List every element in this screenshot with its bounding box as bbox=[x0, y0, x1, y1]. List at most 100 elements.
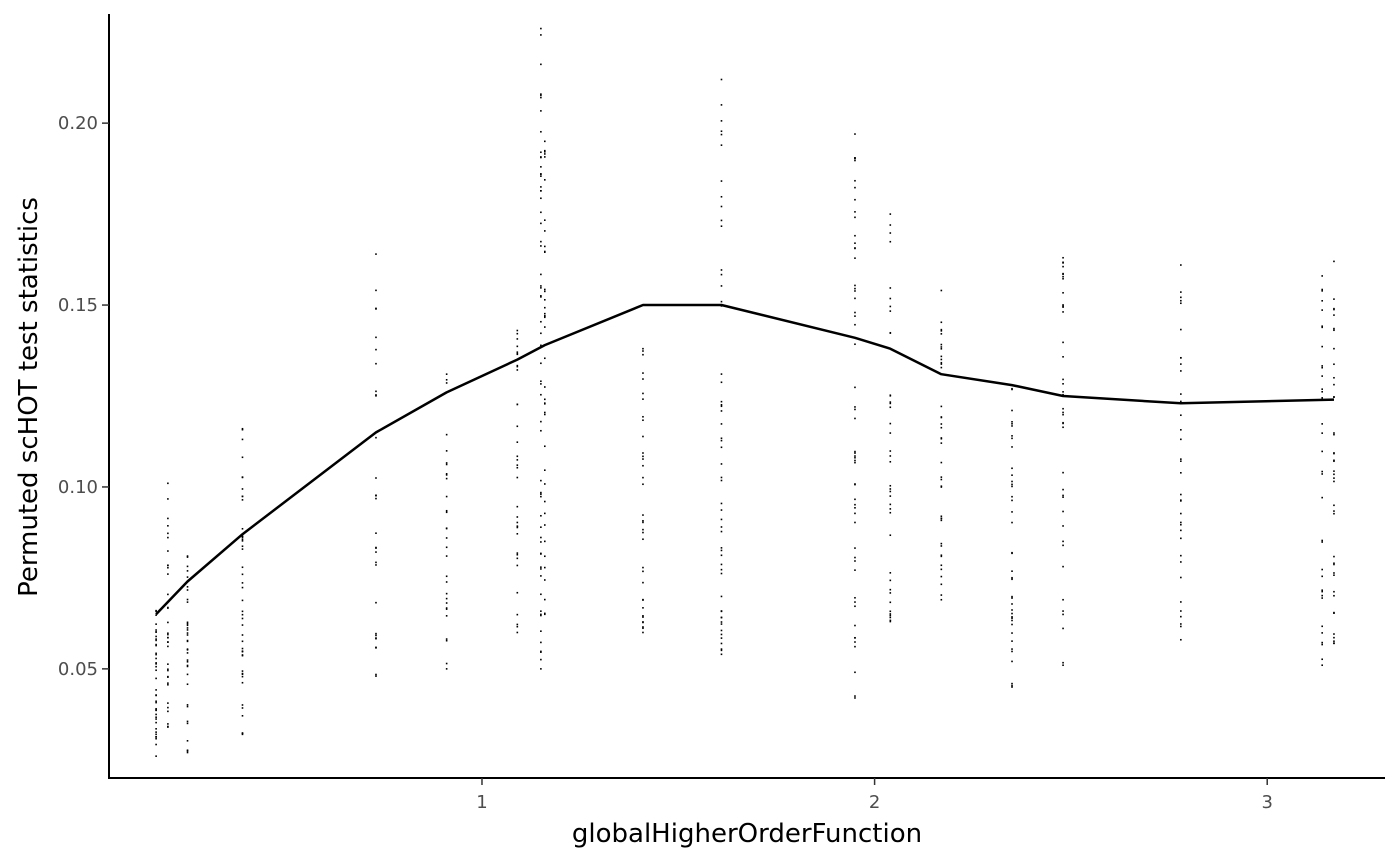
data-point bbox=[854, 560, 856, 562]
data-point bbox=[375, 634, 377, 637]
data-point bbox=[1333, 470, 1335, 472]
data-point bbox=[1062, 356, 1064, 358]
data-point bbox=[241, 672, 244, 675]
data-point bbox=[642, 464, 644, 467]
data-point bbox=[1321, 594, 1323, 597]
data-point bbox=[544, 566, 546, 569]
data-point bbox=[1011, 660, 1013, 663]
data-point bbox=[720, 648, 723, 650]
data-point bbox=[167, 682, 169, 684]
data-point bbox=[445, 639, 448, 642]
data-point bbox=[516, 552, 519, 554]
data-point bbox=[889, 422, 892, 425]
data-point bbox=[1333, 298, 1335, 300]
data-point bbox=[516, 526, 519, 529]
data-point bbox=[241, 670, 244, 672]
data-point bbox=[186, 660, 189, 663]
data-point bbox=[1062, 613, 1064, 616]
data-point bbox=[940, 348, 943, 350]
data-point bbox=[167, 669, 169, 672]
data-point bbox=[155, 707, 157, 710]
data-point bbox=[540, 651, 542, 653]
data-point bbox=[167, 668, 169, 671]
data-point bbox=[1333, 633, 1335, 635]
data-point bbox=[540, 110, 542, 112]
data-point bbox=[540, 420, 542, 423]
data-point bbox=[1321, 625, 1323, 628]
points-layer bbox=[155, 27, 1335, 757]
data-point bbox=[241, 538, 244, 541]
data-point bbox=[445, 474, 448, 476]
data-point bbox=[1180, 299, 1182, 302]
data-point bbox=[1062, 407, 1064, 410]
data-point bbox=[642, 455, 644, 458]
data-point bbox=[1333, 308, 1335, 311]
data-point bbox=[445, 597, 448, 600]
data-point bbox=[241, 536, 244, 539]
data-point bbox=[889, 534, 892, 537]
data-point bbox=[186, 659, 189, 661]
data-point bbox=[1062, 311, 1064, 313]
data-point bbox=[854, 179, 856, 182]
data-point bbox=[1333, 642, 1335, 644]
data-point bbox=[854, 216, 856, 219]
data-point bbox=[1011, 570, 1013, 572]
data-point bbox=[241, 681, 244, 684]
data-point bbox=[1333, 555, 1335, 558]
data-point bbox=[642, 458, 644, 460]
data-point bbox=[445, 608, 448, 610]
data-point bbox=[1333, 396, 1335, 398]
data-point bbox=[854, 641, 856, 643]
data-point bbox=[854, 198, 856, 201]
data-point bbox=[167, 683, 169, 686]
data-point bbox=[1011, 682, 1013, 685]
data-point bbox=[186, 720, 189, 723]
data-point bbox=[889, 484, 892, 487]
data-point bbox=[375, 494, 377, 497]
data-point bbox=[940, 358, 943, 361]
data-point bbox=[1180, 428, 1182, 431]
data-point bbox=[720, 526, 723, 528]
data-point bbox=[516, 369, 519, 371]
data-point bbox=[889, 511, 892, 514]
data-point bbox=[1321, 589, 1323, 591]
data-point bbox=[1062, 262, 1064, 264]
data-point bbox=[540, 641, 542, 644]
data-point bbox=[642, 528, 644, 531]
data-point bbox=[854, 503, 856, 506]
data-point bbox=[1011, 684, 1013, 687]
data-point bbox=[1011, 485, 1013, 488]
data-point bbox=[1062, 544, 1064, 547]
data-point bbox=[186, 565, 189, 568]
data-point bbox=[1062, 265, 1064, 268]
data-point bbox=[1062, 627, 1064, 630]
data-point bbox=[1011, 511, 1013, 513]
data-point bbox=[940, 517, 943, 520]
data-point bbox=[544, 386, 546, 388]
data-point bbox=[155, 652, 157, 655]
data-point bbox=[1321, 365, 1323, 367]
data-point bbox=[445, 433, 448, 436]
data-point bbox=[1011, 612, 1013, 615]
data-point bbox=[720, 616, 723, 619]
data-point bbox=[1011, 617, 1013, 619]
data-point bbox=[889, 588, 892, 591]
data-point bbox=[540, 380, 542, 383]
data-point bbox=[642, 570, 644, 573]
data-point bbox=[186, 629, 189, 631]
data-point bbox=[1062, 421, 1064, 424]
data-point bbox=[540, 173, 542, 175]
data-point bbox=[155, 736, 157, 738]
data-point bbox=[445, 615, 448, 617]
data-point bbox=[186, 570, 189, 572]
data-point bbox=[854, 452, 856, 454]
data-point bbox=[167, 645, 169, 648]
data-point bbox=[1321, 658, 1323, 661]
data-point bbox=[1333, 327, 1335, 330]
data-point bbox=[375, 675, 377, 677]
data-point bbox=[1011, 648, 1013, 650]
data-point bbox=[1180, 302, 1182, 305]
y-tick-label: 0.05 bbox=[58, 659, 98, 680]
data-point bbox=[445, 378, 448, 381]
data-point bbox=[940, 437, 943, 439]
